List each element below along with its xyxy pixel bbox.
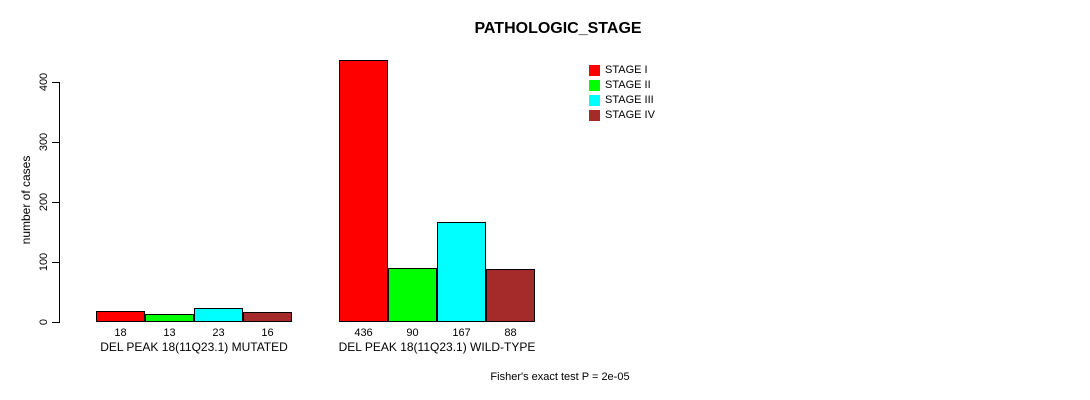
y-tick-label: 100	[38, 252, 50, 272]
legend-swatch-stage-ii	[589, 80, 600, 91]
bar-value-label: 436	[354, 327, 373, 339]
y-tick-mark	[52, 82, 59, 83]
bar-stage-i	[339, 60, 388, 322]
statistical-test-note: Fisher's exact test P = 2e-05	[490, 371, 630, 383]
bar-value-label: 18	[114, 327, 127, 339]
y-tick-mark	[52, 142, 59, 143]
y-tick-label: 200	[38, 192, 50, 212]
bar-stage-i	[96, 311, 145, 322]
bar-value-label: 13	[163, 327, 176, 339]
y-tick-label: 400	[38, 72, 50, 92]
bar-value-label: 88	[504, 327, 517, 339]
chart-title: PATHOLOGIC_STAGE	[474, 20, 642, 37]
legend-swatch-stage-iv	[589, 110, 600, 121]
bar-stage-iv	[243, 312, 292, 322]
bar-stage-ii	[388, 268, 437, 322]
legend-swatch-stage-i	[589, 65, 600, 76]
y-tick-mark	[52, 322, 59, 323]
legend-swatch-stage-iii	[589, 95, 600, 106]
y-tick-mark	[52, 262, 59, 263]
legend-label: STAGE II	[605, 79, 651, 91]
y-tick-label: 300	[38, 132, 50, 152]
x-category-label: DEL PEAK 18(11Q23.1) WILD-TYPE	[338, 340, 536, 354]
bar-value-label: 167	[452, 327, 471, 339]
bar-stage-iii	[194, 308, 243, 322]
legend-label: STAGE I	[605, 64, 648, 76]
y-tick-label: 0	[38, 318, 50, 326]
bar-stage-iii	[437, 221, 486, 322]
y-tick-mark	[52, 202, 59, 203]
bar-stage-ii	[145, 314, 194, 322]
y-axis-line	[59, 82, 60, 323]
legend-label: STAGE IV	[605, 109, 655, 121]
bar-value-label: 90	[406, 327, 419, 339]
y-axis-title: number of cases	[19, 155, 33, 245]
bar-value-label: 23	[212, 327, 225, 339]
x-category-label: DEL PEAK 18(11Q23.1) MUTATED	[100, 340, 288, 354]
bar-stage-iv	[486, 269, 535, 322]
bar-value-label: 16	[261, 327, 274, 339]
legend-label: STAGE III	[605, 94, 654, 106]
